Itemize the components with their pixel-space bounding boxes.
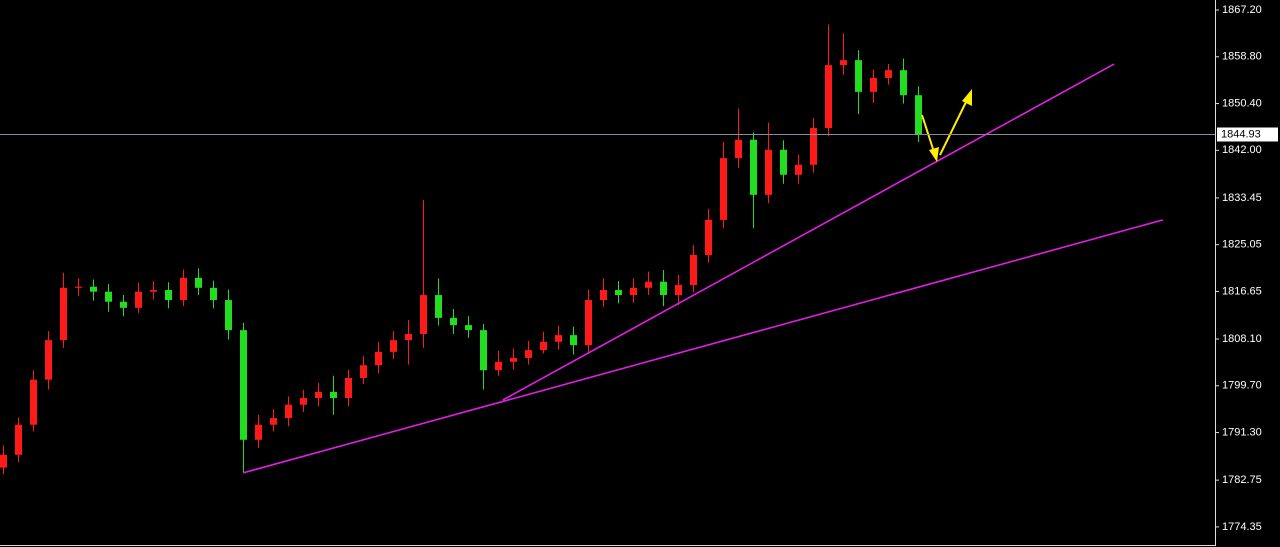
- candle-body: [570, 335, 577, 346]
- candle-body: [150, 290, 157, 292]
- candle-body: [30, 379, 37, 425]
- candle-body: [855, 60, 862, 92]
- candle-body: [180, 277, 187, 301]
- candle-body: [585, 300, 592, 346]
- candle-body: [645, 281, 652, 288]
- candle-body: [495, 361, 502, 371]
- candle-body: [90, 286, 97, 292]
- y-tick-label: 1799.70: [1222, 380, 1262, 392]
- candle-body: [780, 149, 787, 175]
- candle-body: [195, 277, 202, 288]
- candle-body: [900, 70, 907, 96]
- arrow-down: [921, 114, 935, 153]
- candle-body: [390, 340, 397, 352]
- y-tick-label: 1808.10: [1222, 333, 1262, 345]
- candle-body: [120, 301, 127, 308]
- candle-body: [255, 424, 262, 440]
- candle-body: [600, 290, 607, 301]
- price-label: 1844.93: [1221, 128, 1261, 140]
- y-tick-label: 1842.00: [1222, 144, 1262, 156]
- candle-body: [105, 291, 112, 302]
- candle-body: [705, 219, 712, 255]
- candle-body: [15, 424, 22, 455]
- candle-body: [750, 139, 757, 195]
- candle-body: [840, 60, 847, 66]
- candle-body: [225, 300, 232, 331]
- candle-body: [45, 340, 52, 380]
- arrow-up: [939, 99, 968, 156]
- y-tick-label: 1774.35: [1222, 521, 1262, 533]
- candle-body: [345, 377, 352, 399]
- arrow-head: [929, 147, 939, 162]
- candle-body: [420, 295, 427, 335]
- candle-body: [135, 291, 142, 308]
- candle-body: [0, 454, 7, 468]
- candle-body: [360, 365, 367, 378]
- candle-body: [210, 287, 217, 301]
- candle-body: [660, 281, 667, 296]
- trend-line: [242, 219, 1164, 474]
- candle-body: [810, 128, 817, 165]
- candle-body: [285, 404, 292, 419]
- candle-body: [765, 149, 772, 195]
- candle-body: [540, 341, 547, 351]
- y-tick-label: 1850.40: [1222, 97, 1262, 109]
- candle-body: [450, 317, 457, 326]
- candle-body: [240, 330, 247, 440]
- candle-body: [60, 287, 67, 341]
- candle-body: [375, 351, 382, 366]
- plot-area: [0, 24, 1164, 475]
- candle-body: [270, 418, 277, 425]
- candle-body: [330, 391, 337, 399]
- candle-body: [465, 325, 472, 331]
- y-tick-label: 1867.20: [1222, 4, 1262, 16]
- candle-body: [690, 254, 697, 286]
- candle-body: [630, 287, 637, 296]
- candle-body: [480, 330, 487, 371]
- y-tick-label: 1782.75: [1222, 474, 1262, 486]
- y-tick-label: 1825.05: [1222, 239, 1262, 251]
- candle-body: [870, 77, 877, 92]
- candle-body: [825, 65, 832, 129]
- candle-body: [435, 295, 442, 318]
- candle-body: [720, 158, 727, 220]
- candle-body: [405, 334, 412, 341]
- candle-body: [795, 164, 802, 175]
- y-tick-label: 1816.65: [1222, 285, 1262, 297]
- arrow-head: [962, 89, 972, 106]
- candle-body: [165, 290, 172, 301]
- candle-body: [75, 286, 82, 288]
- candle-body: [675, 285, 682, 296]
- candle-body: [735, 139, 742, 159]
- price-label-box: [1217, 127, 1278, 142]
- trend-line: [502, 63, 1115, 401]
- y-tick-label: 1858.80: [1222, 51, 1262, 63]
- y-tick-label: 1833.45: [1222, 192, 1262, 204]
- candle-body: [510, 357, 517, 362]
- candle-body: [525, 350, 532, 358]
- y-tick-label: 1791.30: [1222, 426, 1262, 438]
- arrows: [921, 89, 972, 162]
- candle-body: [300, 398, 307, 405]
- candle-body: [885, 70, 892, 78]
- candle-body: [915, 95, 922, 135]
- candle-body: [555, 335, 562, 342]
- candle-body: [315, 391, 322, 399]
- candle-body: [615, 290, 622, 296]
